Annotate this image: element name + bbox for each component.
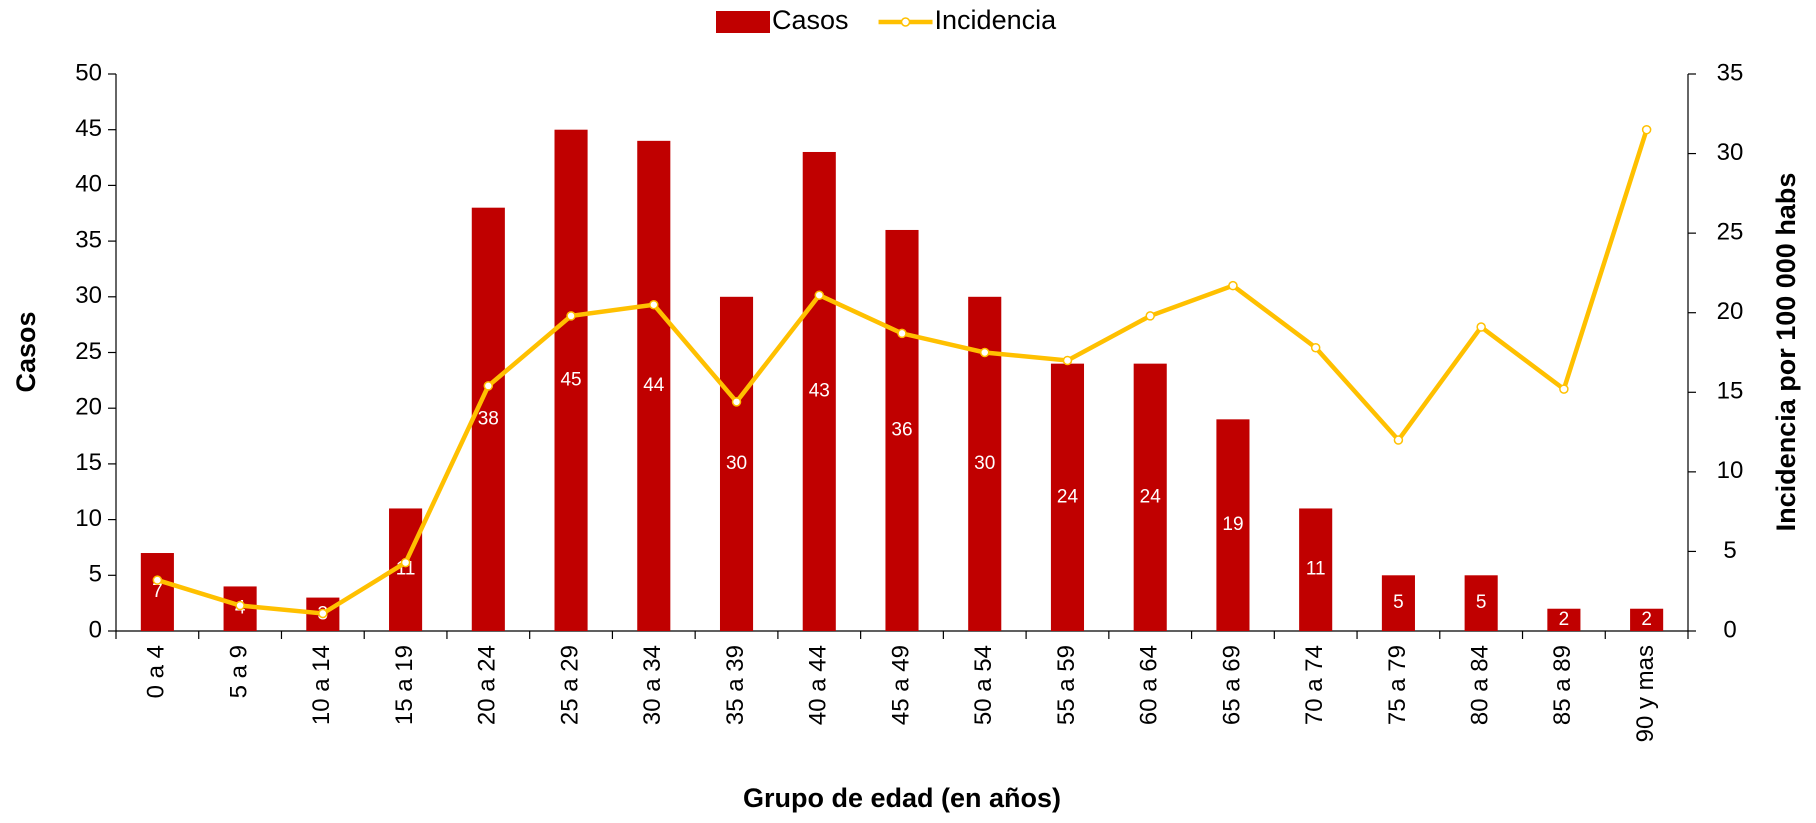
marker [1062,355,1073,366]
data-label: 45 [560,369,581,390]
y-tick-label: 25 [75,338,102,365]
x-tick-label: 0 a 4 [143,645,170,698]
y2-axis-title: Incidencia por 100 000 habs [1771,173,1801,532]
bar [1050,363,1085,631]
x-tick-label: 35 a 39 [722,645,749,725]
marker [897,328,907,339]
legend-swatch [900,17,911,27]
y-tick-label: 45 [75,115,102,142]
data-label: 30 [974,453,995,474]
marker [1393,435,1404,445]
x-tick-label: 65 a 69 [1218,645,1245,725]
data-label: 30 [726,453,747,474]
x-tick-label: 30 a 34 [639,645,666,725]
data-label: 38 [478,408,499,429]
bar [1547,608,1581,631]
marker [731,397,742,407]
data-label: 19 [1222,514,1243,535]
y-tick-label: 20 [75,394,102,421]
y2-tick-label: 0 [1723,616,1736,643]
data-label: 7 [152,581,163,602]
legend-swatch [716,11,770,33]
x-tick-label: 5 a 9 [225,645,252,698]
x-tick-label: 60 a 64 [1136,645,1163,725]
bar [1630,608,1664,631]
y-tick-label: 30 [75,282,102,309]
x-tick-label: 10 a 14 [308,645,335,725]
x-tick-label: 70 a 74 [1301,645,1328,725]
marker [649,300,659,310]
bar [554,129,588,631]
y-tick-label: 50 [75,59,102,86]
marker [1641,124,1652,135]
marker [1310,342,1321,353]
y2-tick-label: 10 [1717,457,1744,484]
data-label: 5 [1393,592,1404,613]
y-tick-label: 5 [89,561,102,588]
marker [814,290,825,300]
data-label: 44 [643,375,665,396]
data-label: 36 [891,419,912,440]
x-tick-label: 20 a 24 [474,645,501,725]
y2-tick-label: 5 [1723,537,1736,564]
y-axis-title: Casos [11,311,41,392]
marker [566,311,576,321]
data-label: 2 [1559,609,1570,630]
x-axis-title: Grupo de edad (en años) [743,783,1061,813]
marker [979,347,990,358]
y-tick-label: 35 [75,226,102,253]
y2-tick-label: 25 [1717,218,1744,245]
data-label: 24 [1140,486,1162,507]
legend-label: Incidencia [935,5,1058,35]
y2-tick-label: 30 [1717,139,1744,166]
marker [483,381,494,391]
bar [637,140,671,631]
x-tick-label: 40 a 44 [805,645,832,725]
data-label: 11 [1306,559,1326,580]
legend-label: Casos [772,5,849,35]
x-tick-label: 15 a 19 [391,645,418,725]
marker [1228,280,1238,291]
bar [719,296,754,631]
x-tick-label: 75 a 79 [1384,645,1411,725]
data-label: 43 [809,381,830,402]
data-label: 5 [1476,592,1487,613]
bar [885,229,919,631]
x-tick-label: 80 a 84 [1467,645,1494,725]
bar [1133,363,1167,631]
data-label: 24 [1057,486,1079,507]
y-tick-label: 10 [75,505,102,532]
bar [1381,575,1415,631]
y-tick-label: 0 [89,616,102,643]
y-tick-label: 15 [75,449,102,476]
x-tick-label: 90 y mas [1632,645,1659,742]
bar [1464,575,1498,631]
x-tick-label: 50 a 54 [970,645,997,725]
marker [318,608,328,619]
x-tick-label: 55 a 59 [1053,645,1080,725]
marker [1476,322,1486,332]
marker [1559,384,1569,394]
y-tick-label: 40 [75,171,102,198]
bar [140,553,174,631]
data-label: 2 [1641,609,1652,630]
bar [802,151,836,632]
x-tick-label: 85 a 89 [1549,645,1576,725]
bar [1216,419,1250,631]
marker [235,600,245,611]
y2-tick-label: 35 [1717,59,1744,86]
bar [471,207,505,631]
x-tick-label: 25 a 29 [556,645,583,725]
x-tick-label: 45 a 49 [887,645,914,725]
marker [400,557,411,568]
marker [1145,311,1155,321]
marker [152,575,163,585]
y2-tick-label: 20 [1717,298,1744,325]
y2-tick-label: 15 [1717,378,1744,405]
bar [1299,508,1333,631]
